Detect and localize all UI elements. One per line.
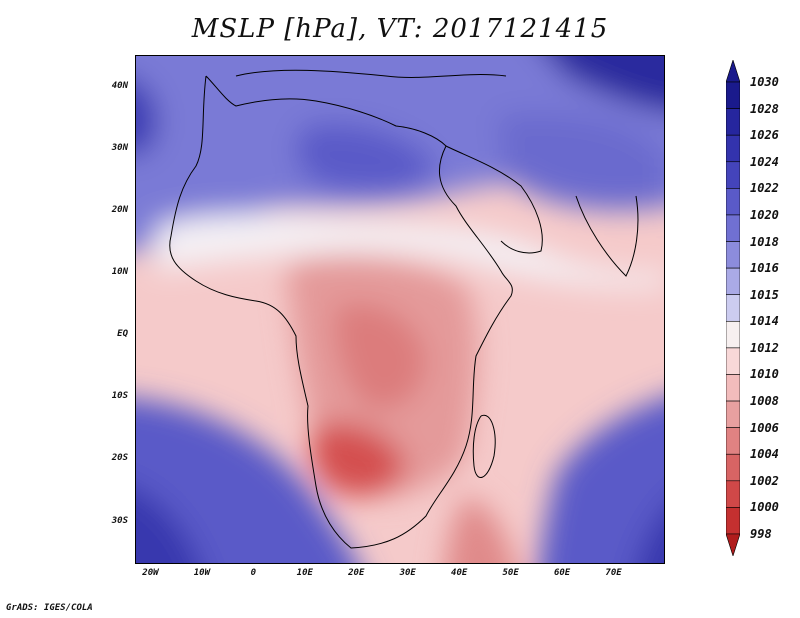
colorbar-segment	[726, 507, 740, 535]
lon-tick-label: 10W	[193, 568, 211, 578]
lat-tick-label: 40N	[111, 81, 128, 92]
lat-tick-label: 10N	[111, 267, 128, 278]
colorbar-top-arrow	[726, 60, 740, 83]
lon-tick-label: 20W	[142, 568, 159, 578]
south-atlantic-core	[136, 488, 200, 563]
colorbar-segment	[726, 134, 740, 163]
sahara-high	[295, 123, 436, 192]
colorbar-level-label: 1030	[750, 75, 779, 89]
lon-tick-label: 20E	[348, 568, 365, 578]
north-high-core-east	[549, 56, 664, 112]
lat-tick-label: EQ	[117, 329, 128, 340]
lat-tick-label: 20S	[111, 453, 128, 464]
colorbar-level-label: 1004	[750, 447, 779, 462]
colorbar-segment	[726, 480, 740, 508]
colorbar-level-label: 1006	[750, 420, 779, 435]
africa-coastline	[169, 75, 513, 549]
colorbar-level-label: 998	[750, 527, 772, 541]
colorbar-level-label: 1018	[750, 234, 779, 249]
footer-credit: GrADS: IGES/COLA	[6, 603, 93, 613]
central-africa-low	[335, 303, 426, 409]
colorbar-segment	[726, 427, 740, 455]
colorbar-segment	[726, 241, 740, 269]
colorbar-segment	[726, 108, 740, 136]
lon-tick-label: 60E	[553, 568, 571, 578]
colorbar-segment	[726, 320, 740, 349]
south-indian-core	[637, 510, 664, 563]
india-coastline	[575, 195, 639, 277]
colorbar-level-label: 1015	[750, 287, 779, 302]
lon-tick-label: 10E	[296, 568, 313, 578]
colorbar-level-label: 1012	[750, 340, 779, 355]
colorbar-level-label: 1014	[750, 314, 779, 329]
mozambique-channel-low	[445, 496, 515, 563]
lat-tick-label: 30S	[111, 515, 128, 526]
map-title: MSLP [hPa], VT: 2017121415	[191, 14, 609, 44]
colorbar-level-label: 1016	[750, 261, 779, 276]
transition-band-north	[156, 214, 664, 288]
south-atlantic-high	[136, 398, 358, 563]
colorbar	[726, 60, 740, 556]
lat-tick-label: 30N	[111, 143, 128, 154]
colorbar-bottom-arrow	[726, 533, 740, 556]
madagascar-coastline	[472, 414, 496, 478]
colorbar-segment	[726, 400, 740, 428]
colorbar-level-label: 1010	[750, 367, 779, 382]
lat-tick-label: 10S	[111, 391, 128, 402]
colorbar-level-label: 1024	[750, 154, 779, 169]
lon-tick-label: 40E	[451, 568, 468, 578]
colorbar-level-label: 1008	[750, 394, 779, 409]
colorbar-segment	[726, 267, 740, 296]
lon-tick-label: 50E	[502, 568, 519, 578]
coastlines	[169, 69, 639, 549]
colorbar-level-label: 1000	[750, 500, 779, 515]
colorbar-segment	[726, 161, 740, 189]
lon-tick-label: 70E	[605, 568, 622, 578]
colorbar-segment	[726, 347, 740, 375]
arabia-high	[496, 112, 664, 210]
lon-tick-label: 30E	[399, 568, 416, 578]
colorbar-segment	[726, 453, 740, 482]
colorbar-level-label: 1028	[750, 101, 779, 116]
southern-africa-low	[310, 423, 406, 497]
lon-tick-label: 0	[250, 568, 257, 578]
colorbar-segment	[726, 81, 740, 109]
colorbar-level-label: 1020	[750, 207, 779, 222]
colorbar-segment	[726, 188, 740, 216]
colorbar-segment	[726, 374, 740, 402]
pressure-map	[135, 55, 665, 564]
pressure-field	[136, 56, 664, 563]
europe-coastline	[235, 69, 507, 78]
north-high-core-west	[136, 80, 158, 156]
south-indian-high	[539, 397, 664, 563]
colorbar-level-label: 1002	[750, 473, 779, 488]
colorbar-level-label: 1026	[750, 128, 779, 143]
colorbar-segment	[726, 214, 740, 242]
colorbar-segment	[726, 294, 740, 322]
arabia-coastline	[445, 145, 543, 254]
colorbar-level-label: 1022	[750, 181, 779, 196]
lat-tick-label: 20N	[111, 205, 128, 216]
